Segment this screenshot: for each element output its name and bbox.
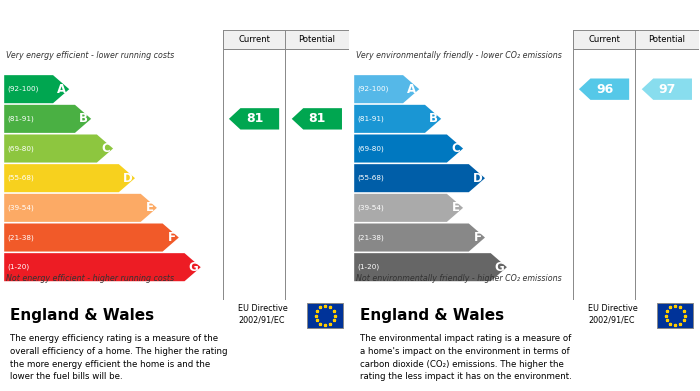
FancyBboxPatch shape	[657, 303, 694, 328]
Text: D: D	[473, 172, 482, 185]
Polygon shape	[354, 105, 441, 133]
Text: A: A	[407, 83, 416, 96]
Text: Very environmentally friendly - lower CO₂ emissions: Very environmentally friendly - lower CO…	[356, 51, 562, 60]
Polygon shape	[354, 164, 485, 192]
Text: F: F	[474, 231, 482, 244]
Text: The energy efficiency rating is a measure of the
overall efficiency of a home. T: The energy efficiency rating is a measur…	[10, 334, 228, 382]
Text: (39-54): (39-54)	[358, 204, 384, 211]
Text: B: B	[429, 112, 438, 126]
Text: B: B	[79, 112, 88, 126]
Bar	[223, 30, 349, 49]
Text: E: E	[146, 201, 153, 214]
Text: 96: 96	[596, 83, 613, 96]
Text: Potential: Potential	[648, 35, 685, 44]
Text: C: C	[452, 142, 460, 155]
Polygon shape	[354, 194, 463, 222]
Text: Potential: Potential	[298, 35, 335, 44]
Text: (39-54): (39-54)	[8, 204, 34, 211]
Text: G: G	[495, 261, 505, 274]
Text: (21-38): (21-38)	[358, 234, 384, 241]
Text: Current: Current	[238, 35, 270, 44]
FancyBboxPatch shape	[307, 303, 344, 328]
Polygon shape	[4, 224, 178, 251]
Text: (69-80): (69-80)	[358, 145, 384, 152]
Text: C: C	[102, 142, 110, 155]
Polygon shape	[4, 105, 91, 133]
Text: Not environmentally friendly - higher CO₂ emissions: Not environmentally friendly - higher CO…	[356, 274, 562, 283]
Polygon shape	[229, 108, 279, 129]
Bar	[573, 30, 699, 49]
Text: England & Wales: England & Wales	[10, 308, 155, 323]
Polygon shape	[4, 253, 201, 281]
Polygon shape	[292, 108, 342, 129]
Polygon shape	[354, 75, 419, 103]
Polygon shape	[4, 75, 69, 103]
Text: (55-68): (55-68)	[8, 175, 34, 181]
Text: England & Wales: England & Wales	[360, 308, 505, 323]
Polygon shape	[4, 135, 113, 163]
Text: EU Directive
2002/91/EC: EU Directive 2002/91/EC	[588, 303, 638, 324]
Text: (81-91): (81-91)	[358, 116, 384, 122]
Text: (55-68): (55-68)	[358, 175, 384, 181]
Polygon shape	[4, 194, 157, 222]
Text: A: A	[57, 83, 66, 96]
Text: Current: Current	[588, 35, 620, 44]
Text: (69-80): (69-80)	[8, 145, 34, 152]
Text: Very energy efficient - lower running costs: Very energy efficient - lower running co…	[6, 51, 174, 60]
Text: (92-100): (92-100)	[358, 86, 389, 92]
Text: EU Directive
2002/91/EC: EU Directive 2002/91/EC	[238, 303, 288, 324]
Polygon shape	[354, 135, 463, 163]
Polygon shape	[642, 79, 692, 100]
Polygon shape	[354, 253, 507, 281]
Text: The environmental impact rating is a measure of
a home's impact on the environme: The environmental impact rating is a mea…	[360, 334, 572, 382]
Text: 97: 97	[659, 83, 676, 96]
Polygon shape	[579, 79, 629, 100]
Text: G: G	[188, 261, 198, 274]
Polygon shape	[4, 164, 135, 192]
Text: (21-38): (21-38)	[8, 234, 34, 241]
Text: (1-20): (1-20)	[8, 264, 30, 271]
Text: Energy Efficiency Rating: Energy Efficiency Rating	[8, 9, 192, 22]
Text: (92-100): (92-100)	[8, 86, 39, 92]
Text: (1-20): (1-20)	[358, 264, 380, 271]
Text: (81-91): (81-91)	[8, 116, 34, 122]
Text: F: F	[167, 231, 176, 244]
Text: 81: 81	[309, 112, 326, 126]
Text: E: E	[452, 201, 460, 214]
Text: Not energy efficient - higher running costs: Not energy efficient - higher running co…	[6, 274, 174, 283]
Text: Environmental Impact (CO₂) Rating: Environmental Impact (CO₂) Rating	[358, 9, 621, 22]
Polygon shape	[354, 224, 485, 251]
Text: D: D	[122, 172, 132, 185]
Text: 81: 81	[246, 112, 263, 126]
